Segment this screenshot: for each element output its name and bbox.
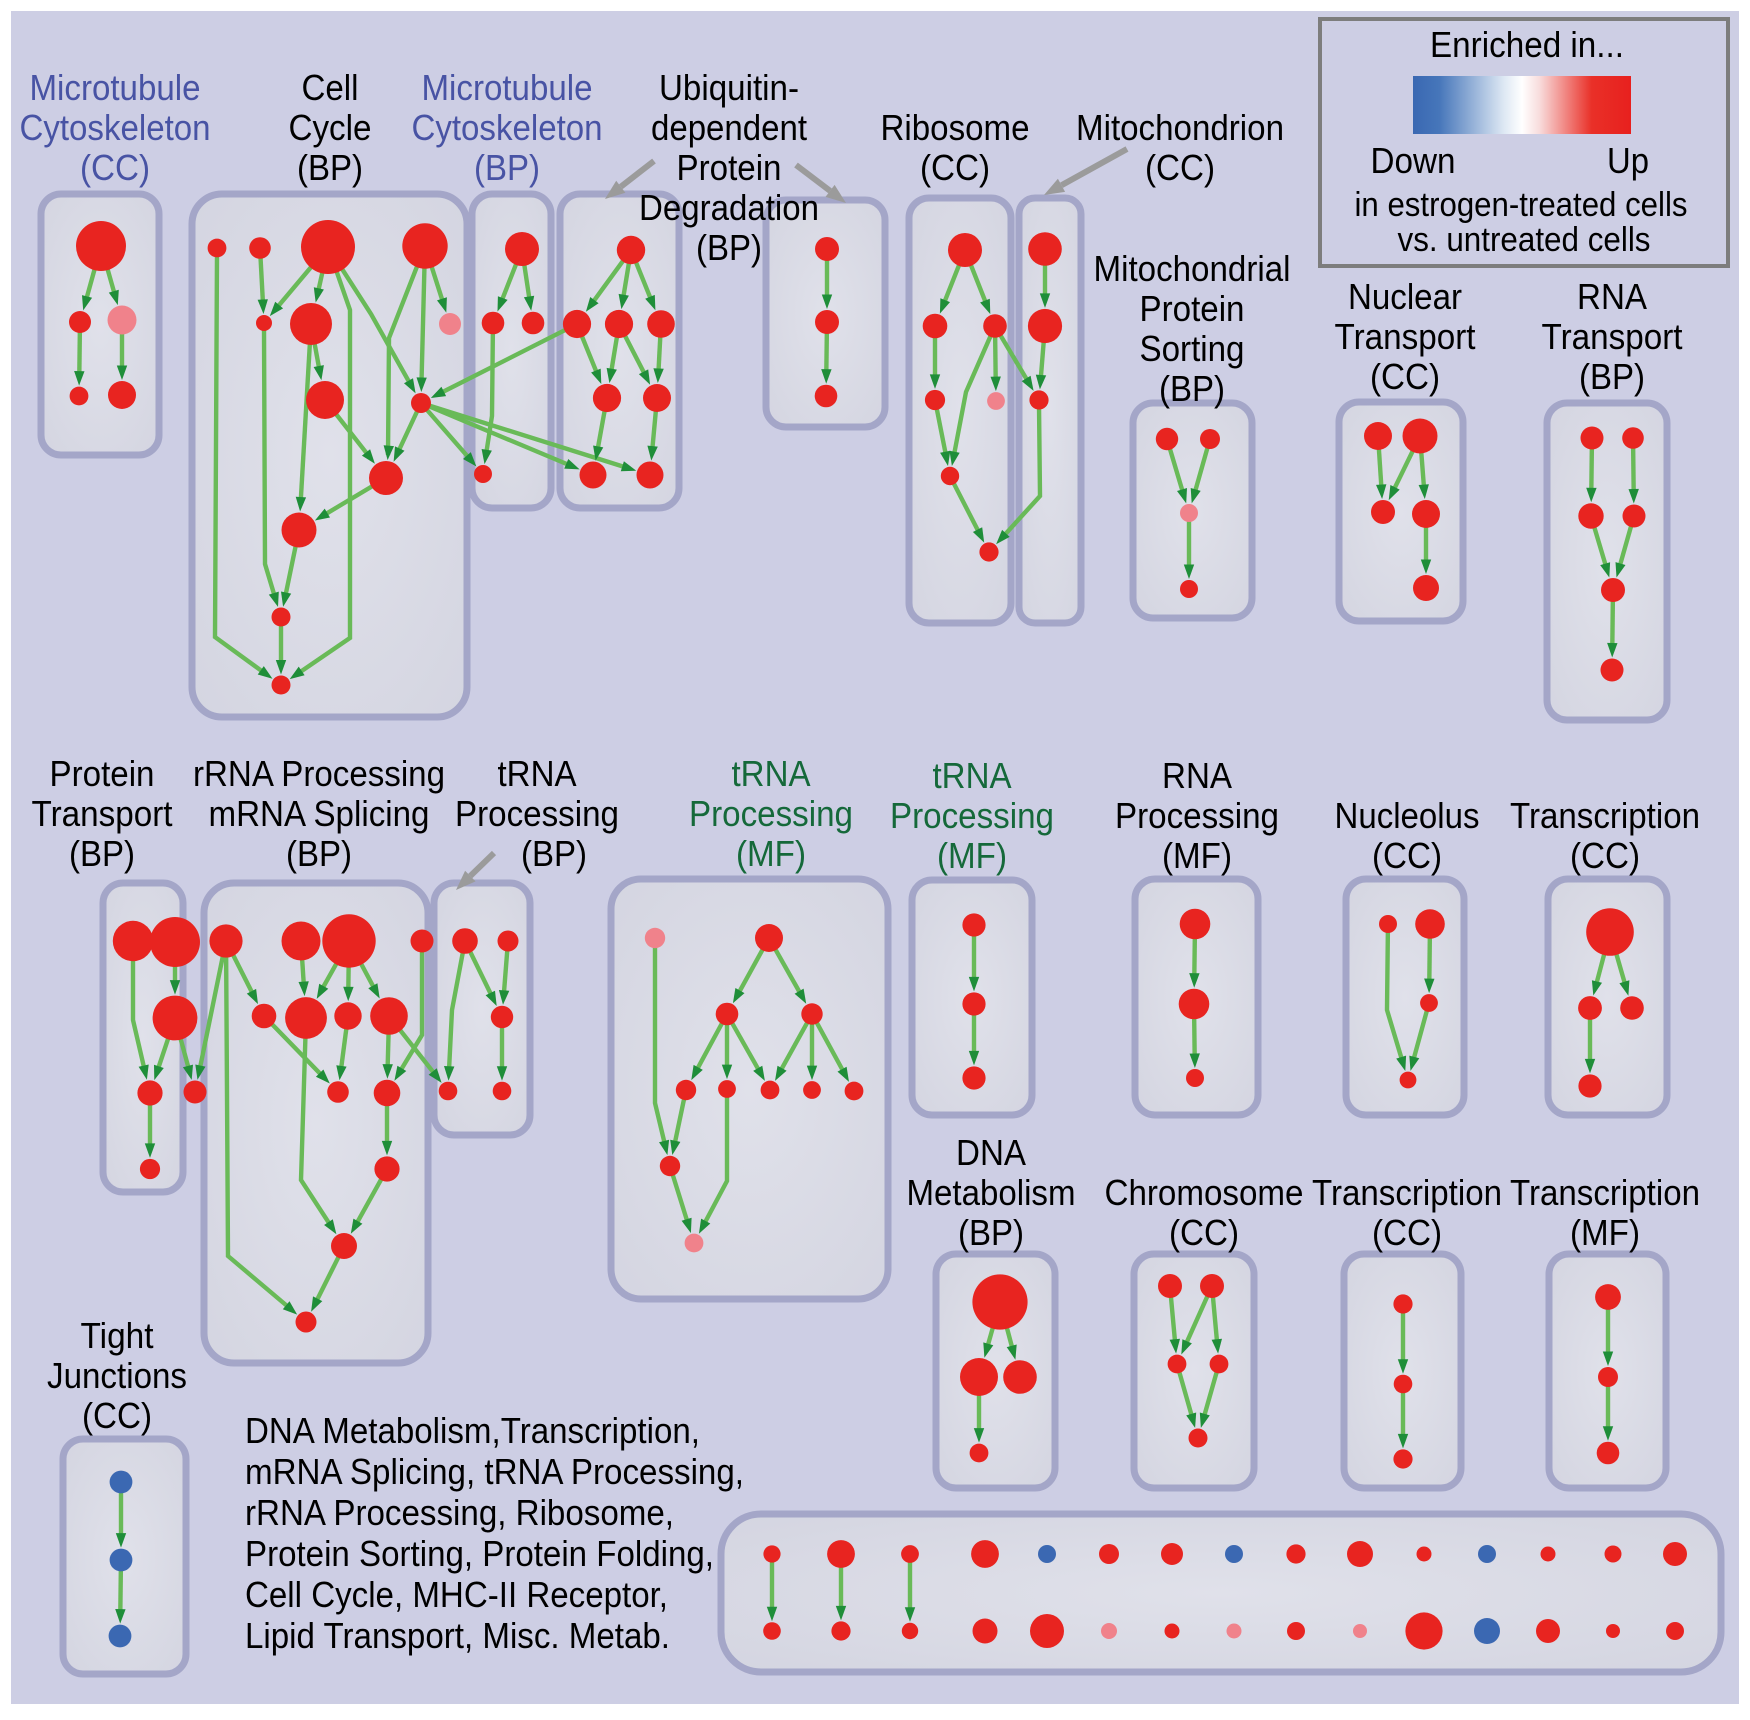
svg-text:Degradation: Degradation [639, 187, 819, 228]
svg-text:Protein: Protein [50, 753, 155, 794]
svg-text:Transcription: Transcription [1510, 1172, 1700, 1213]
svg-text:(BP): (BP) [696, 227, 762, 268]
svg-text:Mitochondrial: Mitochondrial [1094, 248, 1291, 289]
svg-text:(CC): (CC) [1145, 147, 1215, 188]
svg-text:(CC): (CC) [1370, 356, 1440, 397]
svg-text:RNA: RNA [1162, 755, 1232, 796]
svg-text:(BP): (BP) [297, 147, 363, 188]
svg-text:Cell: Cell [302, 67, 359, 108]
svg-text:dependent: dependent [651, 107, 807, 148]
svg-text:Junctions: Junctions [47, 1355, 187, 1396]
svg-text:tRNA: tRNA [498, 753, 577, 794]
svg-text:Nuclear: Nuclear [1348, 276, 1462, 317]
svg-text:Transcription: Transcription [1510, 795, 1700, 836]
svg-text:Sorting: Sorting [1140, 328, 1245, 369]
svg-text:Microtubule: Microtubule [422, 67, 593, 108]
svg-text:Up: Up [1607, 140, 1649, 181]
svg-text:mRNA Splicing, tRNA Processing: mRNA Splicing, tRNA Processing, [245, 1451, 744, 1492]
svg-text:(MF): (MF) [1162, 835, 1232, 876]
svg-text:RNA: RNA [1577, 276, 1647, 317]
svg-text:(BP): (BP) [1159, 368, 1225, 409]
svg-text:Chromosome: Chromosome [1105, 1172, 1304, 1213]
svg-text:Protein: Protein [677, 147, 782, 188]
svg-text:Enriched in...: Enriched in... [1430, 24, 1624, 65]
svg-text:rRNA Processing, Ribosome,: rRNA Processing, Ribosome, [245, 1492, 674, 1533]
svg-text:rRNA Processing: rRNA Processing [193, 753, 445, 794]
svg-text:(MF): (MF) [736, 833, 806, 874]
svg-text:Processing: Processing [890, 795, 1054, 836]
svg-text:Nucleolus: Nucleolus [1335, 795, 1480, 836]
svg-text:(BP): (BP) [474, 147, 540, 188]
svg-text:DNA Metabolism,Transcription,: DNA Metabolism,Transcription, [245, 1410, 700, 1451]
svg-text:Ribosome: Ribosome [881, 107, 1030, 148]
svg-text:(CC): (CC) [1372, 1212, 1442, 1253]
svg-text:Cytoskeleton: Cytoskeleton [20, 107, 211, 148]
svg-text:(CC): (CC) [82, 1395, 152, 1436]
svg-text:Metabolism: Metabolism [907, 1172, 1076, 1213]
svg-text:Transport: Transport [32, 793, 173, 834]
svg-text:(CC): (CC) [80, 147, 150, 188]
svg-text:Microtubule: Microtubule [30, 67, 201, 108]
svg-text:Protein Sorting, Protein Foldi: Protein Sorting, Protein Folding, [245, 1533, 714, 1574]
svg-text:Transport: Transport [1335, 316, 1476, 357]
svg-text:(BP): (BP) [958, 1212, 1024, 1253]
svg-text:tRNA: tRNA [933, 755, 1012, 796]
svg-text:(CC): (CC) [1169, 1212, 1239, 1253]
svg-text:(BP): (BP) [286, 833, 352, 874]
svg-text:in estrogen-treated cells: in estrogen-treated cells [1355, 186, 1688, 224]
svg-text:tRNA: tRNA [732, 753, 811, 794]
svg-text:Mitochondrion: Mitochondrion [1076, 107, 1284, 148]
svg-text:Tight: Tight [81, 1315, 154, 1356]
svg-text:Cycle: Cycle [289, 107, 372, 148]
svg-text:(BP): (BP) [521, 833, 587, 874]
svg-text:Down: Down [1371, 140, 1456, 181]
svg-text:Ubiquitin-: Ubiquitin- [659, 67, 799, 108]
svg-text:Processing: Processing [689, 793, 853, 834]
svg-text:vs. untreated cells: vs. untreated cells [1398, 221, 1651, 259]
svg-text:(BP): (BP) [1579, 356, 1645, 397]
svg-text:Transcription: Transcription [1312, 1172, 1502, 1213]
svg-text:(CC): (CC) [920, 147, 990, 188]
svg-text:Transport: Transport [1542, 316, 1683, 357]
svg-text:DNA: DNA [956, 1132, 1026, 1173]
svg-text:Processing: Processing [1115, 795, 1279, 836]
svg-text:Processing: Processing [455, 793, 619, 834]
svg-text:mRNA Splicing: mRNA Splicing [209, 793, 430, 834]
svg-text:(BP): (BP) [69, 833, 135, 874]
svg-text:(MF): (MF) [1570, 1212, 1640, 1253]
svg-text:Protein: Protein [1140, 288, 1245, 329]
svg-text:Cytoskeleton: Cytoskeleton [412, 107, 603, 148]
svg-text:Lipid Transport, Misc. Metab.: Lipid Transport, Misc. Metab. [245, 1615, 670, 1656]
svg-text:(MF): (MF) [937, 835, 1007, 876]
svg-text:Cell Cycle, MHC-II Receptor,: Cell Cycle, MHC-II Receptor, [245, 1574, 668, 1615]
svg-text:(CC): (CC) [1570, 835, 1640, 876]
svg-text:(CC): (CC) [1372, 835, 1442, 876]
